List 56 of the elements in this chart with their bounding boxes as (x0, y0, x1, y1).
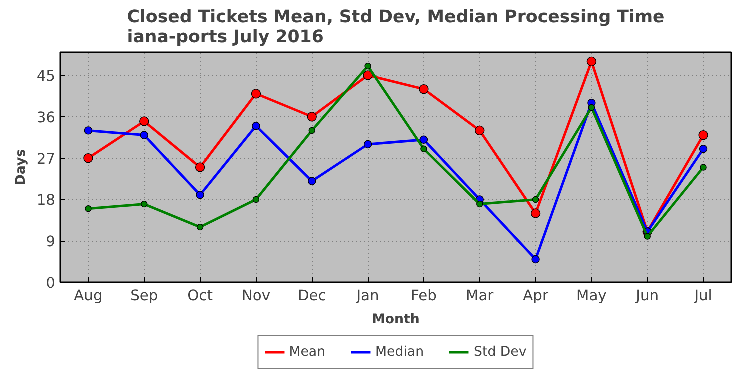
x-tick-label: Oct (188, 288, 214, 304)
y-tick-label: 0 (46, 275, 56, 292)
point (251, 89, 262, 99)
point (698, 130, 708, 140)
x-tick-label: Dec (298, 288, 326, 304)
y-tick-label: 27 (36, 150, 56, 168)
chart-title: Closed Tickets Mean, Std Dev, Median Processing Time iana-ports July 2016 (127, 8, 665, 48)
x-tick-label: Sep (130, 288, 158, 304)
point (364, 62, 372, 70)
y-tick-label: 9 (46, 234, 56, 251)
point (588, 104, 596, 112)
x-tick-label: Apr (523, 288, 550, 304)
point (196, 191, 204, 200)
point (196, 224, 204, 231)
point (84, 153, 94, 164)
x-tick-label: May (576, 288, 608, 304)
point (532, 255, 540, 264)
x-tick-label: Jul (694, 288, 712, 304)
legend-label: Std Dev (474, 344, 527, 360)
point (700, 164, 707, 171)
point (307, 112, 317, 122)
y-tick-label: 36 (36, 109, 56, 126)
point (140, 131, 148, 140)
point (530, 208, 541, 218)
x-tick-label: Jun (635, 288, 660, 304)
point (85, 206, 92, 212)
point (644, 233, 651, 240)
x-tick-label: Feb (410, 288, 437, 304)
x-axis-title: Month (372, 312, 420, 328)
point (308, 127, 316, 134)
point (140, 116, 150, 126)
point (364, 140, 372, 149)
y-tick-label: 45 (36, 68, 56, 85)
point (195, 162, 206, 172)
point (476, 200, 484, 208)
point (586, 56, 597, 67)
y-tick-label: 18 (36, 192, 56, 210)
point (308, 177, 316, 186)
point (699, 145, 708, 154)
point (363, 70, 373, 80)
legend-label: Mean (289, 344, 326, 360)
x-tick-label: Aug (74, 288, 103, 304)
x-tick-label: Nov (242, 288, 271, 304)
point (141, 200, 148, 208)
point (84, 126, 93, 135)
legend-label: Median (376, 344, 424, 360)
x-tick-label: Jan (356, 288, 380, 304)
point (252, 196, 260, 204)
point (475, 126, 485, 136)
x-tick-label: Mar (466, 288, 495, 304)
point (252, 122, 260, 130)
point (419, 84, 429, 94)
y-axis-title: Days (14, 149, 29, 186)
point (532, 196, 540, 204)
point (420, 146, 428, 152)
point (420, 136, 428, 144)
